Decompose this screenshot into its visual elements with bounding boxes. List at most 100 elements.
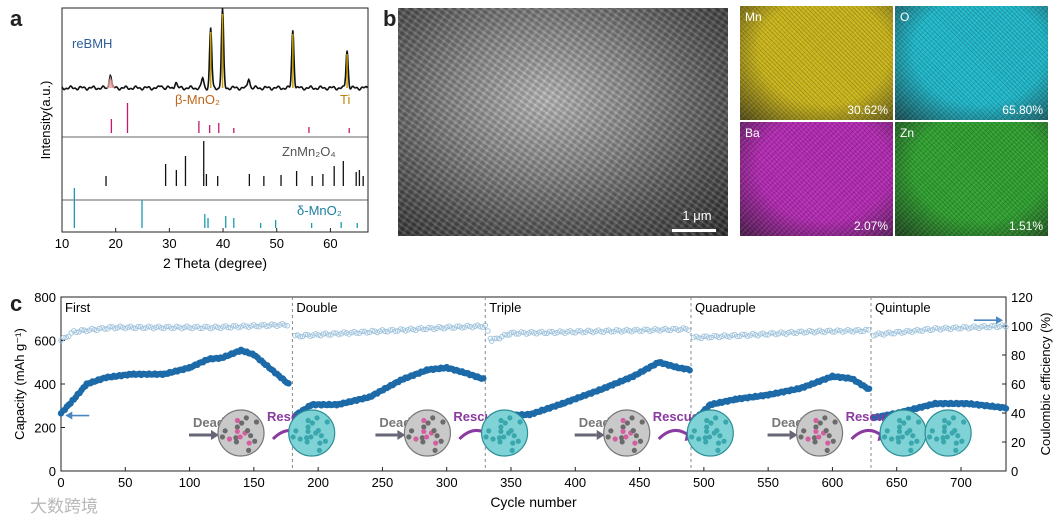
- cyc-ce-point: [994, 324, 1000, 331]
- cyc-ce-point: [225, 324, 231, 331]
- map-percent-label: 1.51%: [1008, 219, 1043, 233]
- map-percent-label: 2.07%: [853, 219, 888, 233]
- particle-grain: [826, 433, 832, 439]
- cyc-ce-point: [477, 323, 483, 330]
- cyc-ce-point: [557, 328, 563, 334]
- cyc-ce-point: [767, 330, 774, 336]
- particle-grain: [961, 419, 967, 425]
- cyc-ce-point: [796, 328, 802, 335]
- particle-grain: [704, 424, 710, 430]
- particle-grain: [805, 436, 811, 442]
- cyc-ce-point: [893, 328, 900, 335]
- cyc-ce-point: [978, 323, 985, 330]
- particle-grain: [715, 447, 721, 453]
- particle-grain: [244, 428, 251, 434]
- xrd-sample-label: reBMH: [72, 36, 112, 51]
- cyc-y2-tick-label: 20: [1011, 435, 1025, 450]
- particle-grain: [899, 434, 905, 440]
- cyc-ce-point: [207, 325, 213, 332]
- particle-grain: [712, 415, 719, 421]
- dead-label: Dead: [579, 415, 611, 430]
- cyc-ce-point: [641, 326, 648, 333]
- cyc-ce-point: [353, 330, 360, 336]
- particle-grain: [825, 440, 831, 446]
- cyc-ce-point: [983, 324, 990, 331]
- cyc-ce-point: [546, 328, 553, 335]
- cyc-ce-point: [564, 329, 571, 335]
- cyc-ce-point: [724, 333, 730, 340]
- cyc-ce-point: [652, 326, 658, 332]
- cyc-ce-point: [911, 327, 918, 334]
- particle-grain: [421, 424, 427, 430]
- particle-grain: [926, 434, 933, 440]
- cyc-ce-point: [819, 329, 825, 335]
- particle-grain: [315, 428, 321, 434]
- particle-grain: [502, 420, 508, 426]
- cyc-x-tick-label: 200: [307, 475, 329, 490]
- particle-grain: [496, 435, 503, 441]
- rescue-label: Rescue: [653, 409, 699, 424]
- cyc-ce-point: [392, 328, 399, 334]
- cyc-ce-point: [955, 325, 962, 332]
- cyc-ce-point: [739, 331, 746, 338]
- cyc-ce-point: [220, 324, 226, 330]
- cyc-ce-point: [801, 330, 807, 336]
- cyc-ce-point: [878, 331, 885, 337]
- cyc-x-tick-label: 300: [436, 475, 458, 490]
- cyc-ce-point: [343, 330, 350, 336]
- cyc-ce-point: [598, 328, 604, 335]
- cyc-ce-point: [292, 332, 298, 339]
- cyc-ce-point: [659, 326, 666, 333]
- cyc-ce-point: [773, 331, 779, 338]
- particle-grain: [620, 424, 626, 430]
- particle-grain: [419, 435, 425, 441]
- cyc-ce-point: [608, 329, 615, 335]
- particle-grain: [433, 440, 439, 446]
- dead-particle-icon: [217, 409, 265, 457]
- cyc-ce-point: [415, 325, 422, 332]
- particle-grain: [605, 434, 611, 440]
- cyc-ce-point: [181, 324, 188, 331]
- xrd-ylabel: Intensity(a.u.): [38, 81, 53, 160]
- cyc-ce-point: [965, 325, 972, 332]
- cyc-ce-point: [377, 328, 383, 334]
- xrd-x-tick-label: 50: [270, 236, 284, 251]
- cyc-ce-point: [335, 331, 342, 338]
- cyc-ce-point: [575, 328, 581, 334]
- xrd-x-tick-label: 30: [162, 236, 176, 251]
- particle-grain: [910, 433, 916, 439]
- cyc-y-tick-label: 0: [49, 464, 56, 479]
- cyc-ce-point: [636, 328, 643, 334]
- sem-image: 1 μm: [398, 8, 728, 236]
- particle-grain: [637, 438, 644, 444]
- cyc-ce-point: [973, 324, 980, 331]
- dead-particle-icon: [795, 409, 844, 457]
- particle-grain: [234, 428, 240, 435]
- cyc-ce-point: [618, 329, 625, 335]
- particle-grain: [309, 420, 315, 426]
- cyc-ce-point: [501, 331, 508, 338]
- cyc-ce-point: [613, 327, 620, 333]
- particle-grain: [953, 447, 959, 453]
- cyc-ce-point: [258, 322, 265, 328]
- particle-grain: [305, 417, 311, 424]
- particle-grain: [907, 428, 913, 434]
- scale-bar: [672, 229, 716, 232]
- cyc-ce-point: [989, 322, 995, 329]
- cyc-ce-point: [603, 327, 609, 334]
- cyc-ce-point: [580, 329, 586, 336]
- cyc-ce-point: [438, 325, 445, 331]
- cyc-capacity-point: [1002, 405, 1010, 412]
- cyc-x-tick-label: 50: [118, 475, 132, 490]
- cyc-ce-point: [734, 333, 741, 340]
- cyc-ce-point: [937, 327, 944, 333]
- dead-label: Dead: [193, 415, 225, 430]
- panel-letter-c: c: [10, 291, 23, 316]
- cyc-ce-point: [569, 329, 576, 336]
- cyc-ce-point: [158, 325, 165, 331]
- particle-grain: [629, 415, 635, 421]
- cyc-ce-point: [472, 323, 478, 329]
- cyc-x-tick-label: 350: [500, 475, 522, 490]
- particle-grain: [425, 420, 431, 426]
- cyc-ce-point: [806, 327, 813, 334]
